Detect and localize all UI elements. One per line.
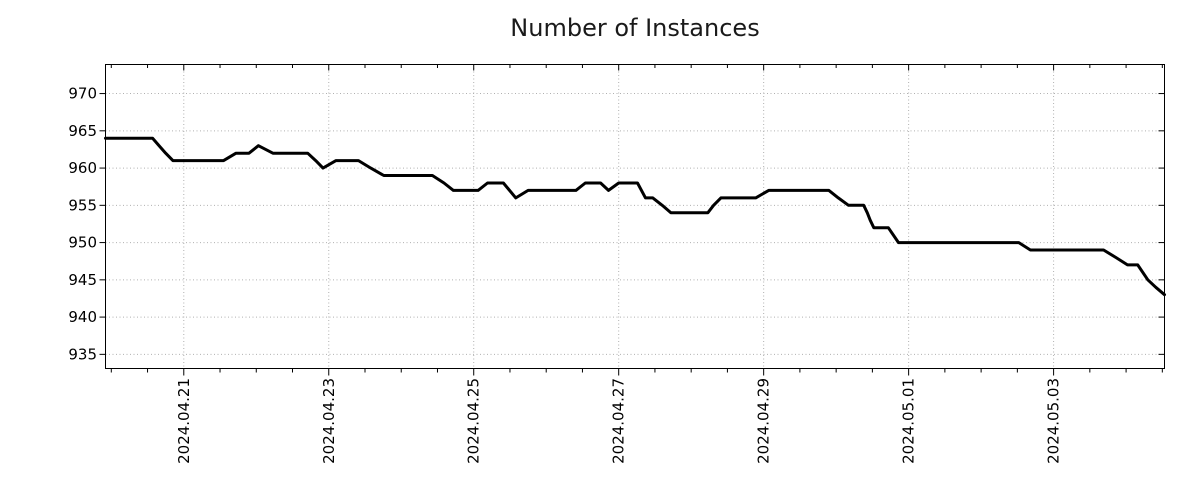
y-tick-label: 945 — [68, 271, 97, 289]
y-tick-label: 965 — [68, 122, 97, 140]
tick-labels: 935 940 945 950 955 960 965 970 2024.04.21 2024.0… — [68, 85, 1062, 464]
x-tick-label: 2024.05.01 — [900, 378, 918, 464]
x-tick-label: 2024.04.27 — [610, 378, 628, 464]
series-line-instances — [104, 136, 1166, 297]
x-tick-label: 2024.05.03 — [1045, 378, 1063, 464]
y-tick-label: 955 — [68, 196, 97, 214]
y-tick-label: 950 — [68, 234, 97, 252]
gridlines — [105, 64, 1165, 369]
x-tick-label: 2024.04.29 — [755, 378, 773, 464]
x-tick-label: 2024.04.21 — [175, 378, 193, 464]
axis-ticks — [99, 64, 1165, 376]
x-tick-label: 2024.04.25 — [465, 378, 483, 464]
y-tick-label: 960 — [68, 159, 97, 177]
chart-title: Number of Instances — [510, 14, 760, 42]
y-tick-label: 940 — [68, 308, 97, 326]
x-tick-label: 2024.04.23 — [320, 378, 338, 464]
y-tick-label: 935 — [68, 345, 97, 363]
plot-border — [105, 64, 1165, 369]
data-series — [104, 136, 1166, 297]
y-tick-label: 970 — [68, 85, 97, 103]
